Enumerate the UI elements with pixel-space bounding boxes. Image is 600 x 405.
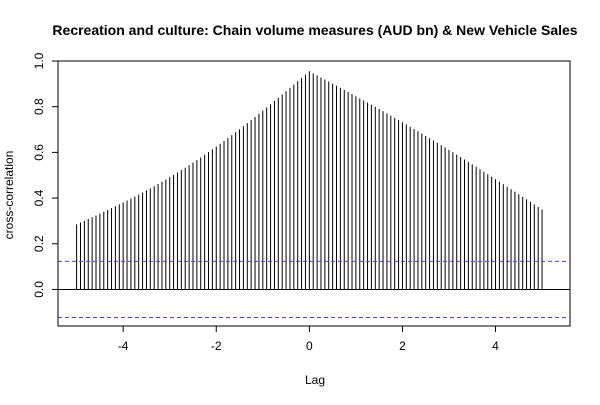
x-tick-label: 4	[492, 339, 499, 353]
y-tick-label: 1.0	[32, 52, 46, 69]
x-axis-label: Lag	[305, 373, 325, 387]
y-tick-label: 0.2	[32, 235, 46, 252]
x-axis: -4 -2 0 2 4	[118, 325, 499, 353]
y-tick-label: 0.4	[32, 189, 46, 206]
y-tick-label: 0.8	[32, 98, 46, 115]
reference-lines	[58, 260, 570, 319]
x-tick-label: -4	[118, 339, 129, 353]
chart-title: Recreation and culture: Chain volume mea…	[52, 22, 577, 38]
x-tick-label: 2	[399, 339, 406, 353]
x-tick-label: 0	[306, 339, 313, 353]
x-tick-label: -2	[211, 339, 222, 353]
y-axis: 0.0 0.2 0.4 0.6 0.8 1.0	[32, 52, 59, 298]
y-axis-label: cross-correlation	[2, 151, 16, 240]
y-tick-label: 0.0	[32, 281, 46, 298]
y-tick-label: 0.6	[32, 144, 46, 161]
bars-group	[76, 71, 543, 290]
